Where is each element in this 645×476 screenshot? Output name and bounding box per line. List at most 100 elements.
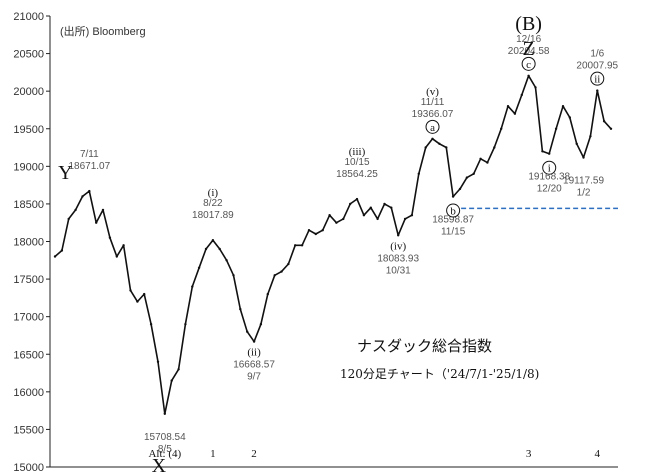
price-point [122, 244, 125, 247]
price-point [438, 142, 441, 145]
price-point [287, 262, 290, 266]
circled-label-ring [446, 203, 461, 218]
price-point [472, 172, 475, 175]
annotation-value: 19168.38 [528, 172, 570, 183]
annotation-date: 1/2 [577, 188, 591, 199]
price-point [465, 176, 469, 179]
annotation-value: 16668.57 [233, 360, 275, 371]
price-point [403, 217, 407, 221]
wave-label: (i) [208, 187, 219, 199]
y-tick-label: 16500 [13, 349, 44, 361]
y-tick-label: 19500 [13, 124, 44, 136]
price-point [60, 249, 64, 252]
y-tick-label: 15000 [13, 462, 44, 474]
price-point [486, 161, 489, 164]
wave-label: (v) [426, 86, 439, 98]
circled-label-ring [521, 56, 536, 71]
price-point [259, 323, 263, 326]
price-point [266, 292, 269, 296]
price-point [294, 244, 297, 247]
price-point [184, 323, 187, 326]
price-point [211, 239, 215, 242]
chart-subtitle: 120分足チャート（'24/7/1-'25/1/8) [340, 367, 539, 381]
price-point [101, 208, 105, 212]
y-tick-label: 17500 [13, 274, 44, 286]
price-point [369, 206, 372, 209]
price-point [534, 86, 537, 89]
annotation-date: 10/15 [345, 157, 370, 168]
annotation-value: 20204.58 [508, 46, 550, 57]
price-point [342, 217, 345, 221]
price-point [177, 368, 180, 371]
price-point [520, 93, 523, 97]
circled-label: ii [594, 74, 600, 86]
price-point [239, 307, 242, 311]
price-point [67, 217, 70, 221]
price-point [445, 146, 448, 149]
alt-count-label: 2 [251, 448, 257, 460]
alt-count-label: Alt: (4) [148, 448, 181, 460]
price-point [548, 152, 551, 155]
price-point [170, 379, 173, 382]
price-point [232, 274, 235, 277]
circled-label: b [450, 206, 456, 218]
annotation-date: 8/5 [158, 444, 172, 455]
price-point [541, 150, 544, 153]
price-point [410, 214, 414, 217]
annotation-value: 18564.25 [336, 169, 378, 180]
annotation-date: 11/11 [421, 97, 445, 108]
price-point [493, 146, 496, 149]
price-point [246, 330, 249, 333]
price-line [54, 75, 612, 415]
price-point [451, 195, 455, 198]
y-axis: 15000 15500 16000 16500 17000 17500 18000 18500… [13, 11, 618, 474]
price-point [602, 120, 606, 123]
annotation-date: 12/16 [516, 34, 541, 45]
annotation-date: 1/6 [590, 49, 604, 60]
price-point [458, 187, 462, 191]
wave-label: (iii) [349, 146, 366, 158]
price-point [397, 234, 400, 237]
circled-label-ring [425, 119, 440, 134]
price-point [307, 229, 311, 232]
price-point [431, 137, 434, 140]
price-point [108, 236, 112, 239]
price-point [136, 300, 139, 303]
price-point [81, 195, 84, 198]
circled-label: a [430, 122, 435, 134]
annotation-value: 18083.93 [377, 253, 419, 264]
price-point [390, 206, 393, 209]
price-point [149, 323, 153, 326]
price-point [163, 412, 166, 415]
price-point [328, 214, 331, 217]
price-point [362, 214, 366, 217]
source-label: (出所) Bloomberg [60, 24, 146, 38]
wave-label-top: Z [523, 38, 535, 60]
price-point [53, 255, 57, 258]
price-point [88, 189, 91, 193]
circled-label-ring [590, 71, 605, 86]
price-point [513, 112, 517, 115]
price-point [568, 116, 571, 119]
annotation-value: 19366.07 [412, 109, 454, 120]
price-point [191, 285, 194, 288]
y-tick-label: 17000 [13, 312, 44, 324]
price-point [383, 202, 386, 206]
y-tick-label: 18500 [13, 199, 44, 211]
price-point [589, 135, 592, 138]
price-point [300, 244, 304, 247]
wave-label: X [152, 455, 167, 476]
annotation-value: 20007.95 [576, 61, 618, 72]
price-point [609, 127, 613, 130]
price-point [376, 217, 379, 221]
y-tick-label: 15500 [13, 424, 44, 436]
price-point [204, 247, 208, 251]
annotation-value: 15708.54 [144, 432, 186, 443]
alt-count-label: 3 [526, 448, 532, 460]
price-point [424, 146, 427, 149]
price-point [197, 266, 201, 269]
annotation-date: 10/31 [386, 265, 411, 276]
annotation-value: 18017.89 [192, 210, 234, 221]
